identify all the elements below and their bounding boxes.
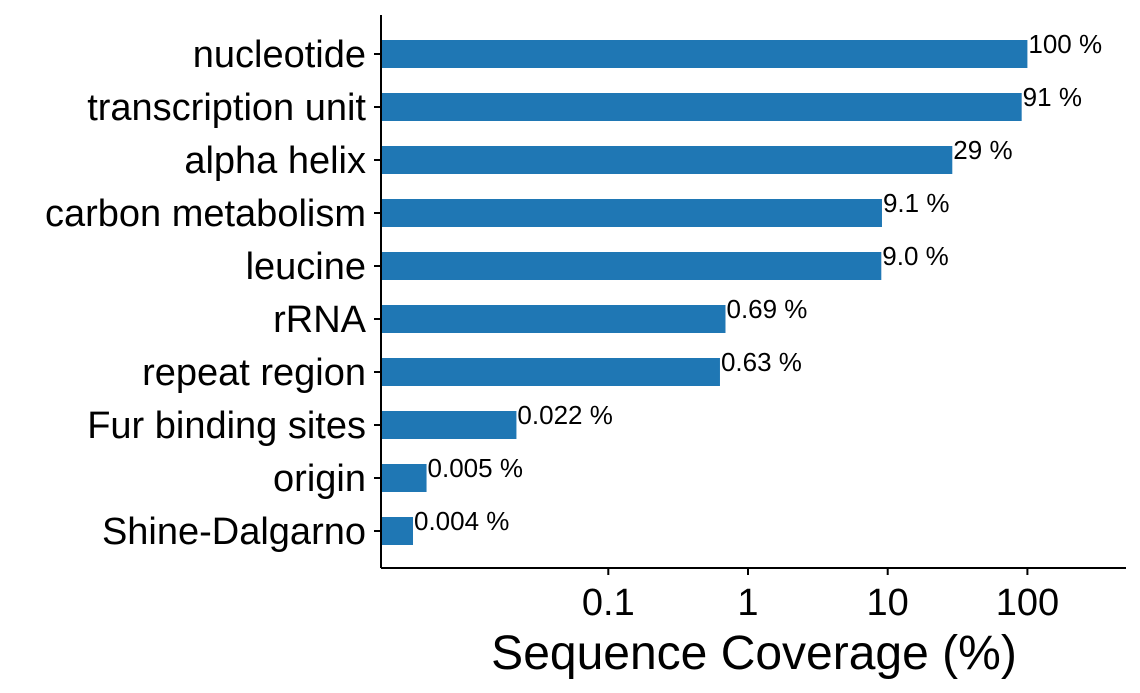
bar bbox=[381, 517, 414, 545]
bar bbox=[381, 358, 720, 386]
category-label: leucine bbox=[246, 246, 366, 288]
bar-value-label: 0.005 % bbox=[428, 453, 523, 483]
x-axis-title: Sequence Coverage (%) bbox=[491, 627, 1017, 680]
value-labels: 100 % 91 % 29 %9.1 % 9.0 % 0.69 % 0.63 % 0.022… bbox=[414, 29, 1102, 536]
category-label: Shine-Dalgarno bbox=[102, 511, 366, 553]
bar bbox=[381, 305, 726, 333]
category-label: repeat region bbox=[142, 352, 366, 394]
bar bbox=[381, 40, 1028, 68]
x-ticks: 0.1 1 10 100 bbox=[374, 53, 1059, 624]
category-label: transcription unit bbox=[87, 87, 366, 129]
bar bbox=[381, 199, 882, 227]
bar-value-label: 0.63 % bbox=[721, 347, 802, 377]
bar-value-label: 0.004 % bbox=[414, 506, 509, 536]
bar-value-label: 9.1 % bbox=[883, 188, 950, 218]
category-label: origin bbox=[273, 458, 366, 500]
bar bbox=[381, 146, 953, 174]
category-label: alpha helix bbox=[184, 140, 366, 182]
bar-value-label: 0.69 % bbox=[726, 294, 807, 324]
bar bbox=[381, 93, 1022, 121]
category-label: carbon metabolism bbox=[45, 193, 366, 235]
bar-value-label: 9.0 % bbox=[882, 241, 949, 271]
x-tick-label: 100 bbox=[996, 582, 1059, 624]
x-tick-label: 0.1 bbox=[582, 582, 635, 624]
bars bbox=[381, 40, 1028, 545]
bar-value-label: 100 % bbox=[1028, 29, 1102, 59]
x-tick-label: 1 bbox=[737, 582, 758, 624]
bar bbox=[381, 411, 517, 439]
bar-value-label: 91 % bbox=[1023, 82, 1082, 112]
bar bbox=[381, 252, 882, 280]
bar-value-label: 0.022 % bbox=[517, 400, 612, 430]
bar bbox=[381, 464, 427, 492]
bar-value-label: 29 % bbox=[953, 135, 1012, 165]
x-tick-label: 10 bbox=[867, 582, 909, 624]
category-label: nucleotide bbox=[193, 34, 366, 76]
category-labels: nucleotide transcription unit alpha helix c… bbox=[45, 34, 367, 553]
category-label: rRNA bbox=[273, 299, 367, 341]
category-label: Fur binding sites bbox=[87, 405, 366, 447]
